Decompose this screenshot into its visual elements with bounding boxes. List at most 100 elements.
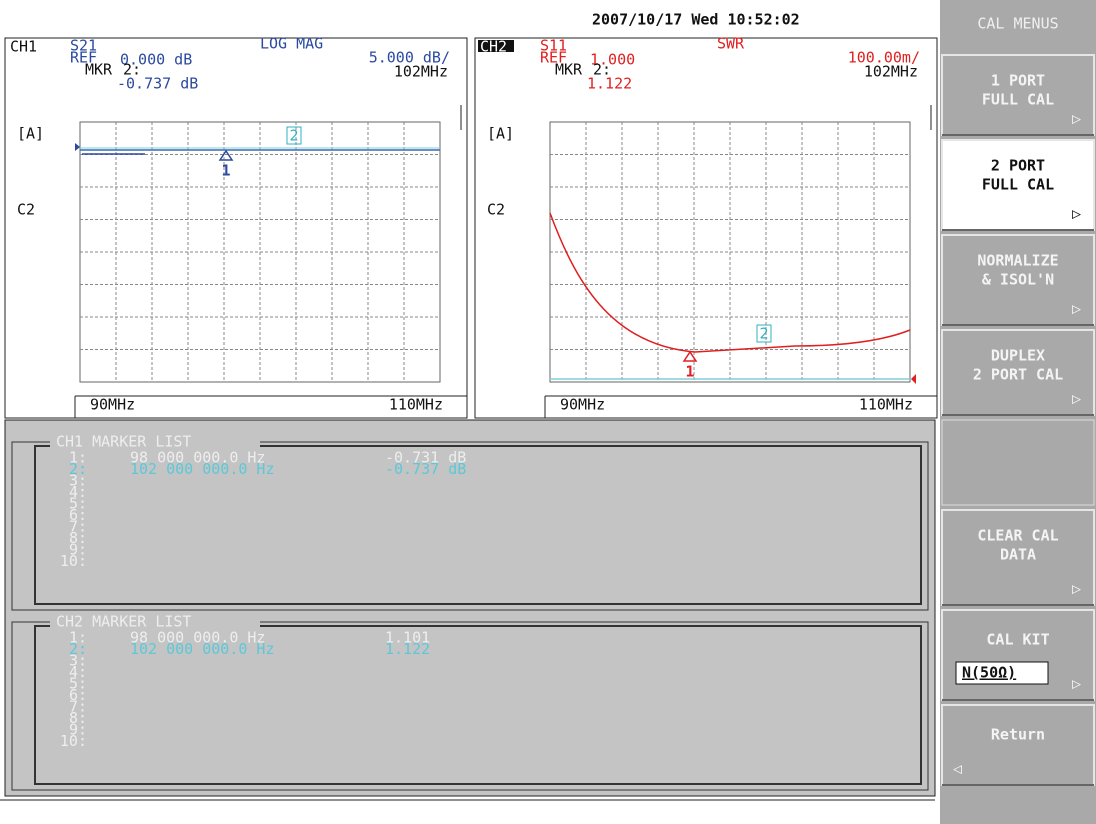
marker-value: 1.122: [587, 75, 632, 93]
marker-frequency: 102 000 000.0 Hz: [130, 460, 275, 478]
softkey-label: CLEAR CAL: [977, 527, 1058, 545]
marker-number: 10:: [60, 732, 87, 750]
start-frequency: 90MHz: [90, 396, 135, 414]
arrow: ◁: [953, 760, 962, 778]
softkey-value-box: [955, 661, 1049, 685]
marker-2: 2: [759, 325, 768, 343]
softkey-label: Return: [991, 726, 1045, 744]
marker-value: -0.737 dB: [385, 460, 466, 478]
ref-label: REF: [70, 49, 97, 67]
marker-area: [4, 419, 936, 797]
softkey-label: 1 PORT: [991, 72, 1045, 90]
marker-value: -0.731 dB: [385, 449, 466, 467]
ref-value: 0.000 dB: [120, 51, 192, 69]
arrow: ▷: [1072, 580, 1081, 598]
marker-frequency: 98 000 000.0 Hz: [130, 449, 265, 467]
channel-panel: [474, 37, 938, 419]
marker-list-title: CH1 MARKER LIST: [56, 433, 191, 451]
marker-number: 4:: [69, 663, 87, 681]
marker-number: 10:: [60, 552, 87, 570]
start-frequency: 90MHz: [560, 396, 605, 414]
arrow: ▷: [1072, 675, 1081, 693]
marker-number: 8:: [69, 709, 87, 727]
marker-number: 2:: [69, 640, 87, 658]
softkey[interactable]: [941, 329, 1095, 416]
marker-number: 5:: [69, 495, 87, 513]
softkey-label: 2 PORT: [991, 157, 1045, 175]
marker-number: 1:: [69, 629, 87, 647]
marker-number: 1:: [69, 449, 87, 467]
softkey-label: NORMALIZE: [977, 252, 1058, 270]
scale: 100.00m/: [848, 49, 920, 67]
ref-pointer: [75, 143, 80, 151]
marker-value: 1.101: [385, 629, 430, 647]
softkey-title: CAL MENUS: [977, 15, 1058, 33]
marker-number: 4:: [69, 483, 87, 501]
datetime: 2007/10/17 Wed 10:52:02: [592, 11, 800, 29]
marker-1: 1: [685, 363, 694, 381]
channel-id-highlight: [478, 40, 514, 52]
marker-label: MKR: [555, 61, 583, 79]
arrow: ▷: [1072, 390, 1081, 408]
arrow: ▷: [1072, 205, 1081, 223]
arrow: ▷: [1072, 110, 1081, 128]
marker-1: 1: [221, 162, 230, 180]
softkey-label: FULL CAL: [982, 91, 1054, 109]
softkey-label: & ISOL'N: [982, 271, 1054, 289]
marker-frequency: 102MHz: [394, 63, 448, 81]
marker-list-box: [11, 621, 929, 791]
marker-number: 2:: [593, 61, 611, 79]
marker-label: MKR: [85, 61, 113, 79]
softkey-label: DUPLEX: [991, 347, 1045, 365]
softkey-blank: [941, 419, 1095, 506]
marker-2-box: [286, 126, 302, 145]
marker-number: 9:: [69, 721, 87, 739]
scale: 5.000 dB/: [369, 49, 450, 67]
ref-pointer: [911, 374, 916, 384]
softkey[interactable]: [941, 234, 1095, 326]
channel-id: CH2: [480, 38, 507, 56]
ref-label: REF: [540, 49, 567, 67]
marker-2: 2: [289, 127, 298, 145]
marker-frequency: 98 000 000.0 Hz: [130, 629, 265, 647]
marker-number: 9:: [69, 541, 87, 559]
channel-id: CH1: [10, 38, 37, 56]
softkey[interactable]: [941, 609, 1095, 701]
marker-frequency: 102 000 000.0 Hz: [130, 640, 275, 658]
marker-number: 6:: [69, 506, 87, 524]
softkey-value: N(50Ω): [962, 664, 1016, 682]
marker-list-title-bg: [50, 434, 260, 448]
softkey-label: CAL KIT: [986, 631, 1049, 649]
arrow: ▷: [1072, 300, 1081, 318]
marker-number: 3:: [69, 472, 87, 490]
marker-list-title: CH2 MARKER LIST: [56, 613, 191, 631]
channel-panel: [4, 37, 468, 419]
softkey-label: DATA: [1000, 546, 1036, 564]
marker-frequency: 102MHz: [864, 63, 918, 81]
stop-frequency: 110MHz: [859, 396, 913, 414]
ref-value: 1.000: [590, 51, 635, 69]
marker-number: 2:: [69, 460, 87, 478]
softkey[interactable]: [941, 54, 1095, 136]
marker-number: 8:: [69, 529, 87, 547]
softkey[interactable]: [941, 509, 1095, 606]
marker-value: 1.122: [385, 640, 430, 658]
softkey[interactable]: [941, 704, 1095, 786]
trace: [549, 212, 911, 353]
format: LOG MAG: [260, 35, 323, 53]
marker-triangle: [218, 149, 234, 161]
marker-number: 2:: [123, 61, 141, 79]
marker-list-box: [11, 441, 929, 611]
softkey-label: FULL CAL: [982, 176, 1054, 194]
marker-number: 3:: [69, 652, 87, 670]
marker-number: 6:: [69, 686, 87, 704]
marker-number: 7:: [69, 518, 87, 536]
marker-list-box: [34, 625, 922, 785]
parameter: S11: [540, 37, 567, 55]
marker-list-title-bg: [50, 614, 260, 628]
marker-number: 7:: [69, 698, 87, 716]
axis-tag: [A]: [17, 125, 44, 143]
softkey[interactable]: [941, 139, 1095, 231]
softkey-label: 2 PORT CAL: [973, 366, 1063, 384]
